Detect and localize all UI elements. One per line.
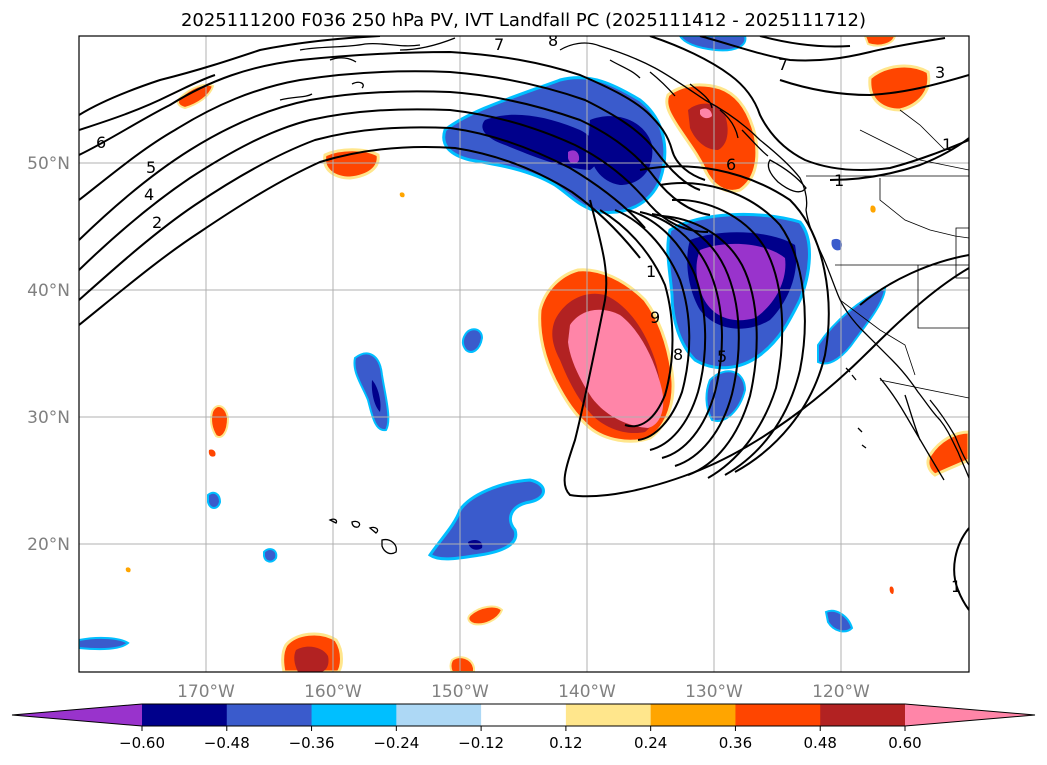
colorbar-tick-label: −0.12: [458, 734, 504, 752]
colorbar-segment: [650, 704, 736, 726]
contour-label: 2: [152, 213, 162, 232]
colorbar-segment: [226, 704, 313, 726]
colorbar-tick-label: −0.36: [289, 734, 335, 752]
latitude-labels: 50°N 40°N 30°N 20°N: [27, 154, 70, 555]
contour-label: 7: [778, 55, 788, 74]
contour-label: 6: [726, 155, 736, 174]
colorbar-tick-label: 0.12: [549, 734, 582, 752]
contour-label: 5: [717, 347, 727, 366]
colorbar-tick-label: −0.24: [373, 734, 419, 752]
contour-label: 9: [650, 308, 660, 327]
contour-label: 3: [935, 63, 945, 82]
lon-label: 170°W: [177, 682, 235, 702]
pv-shading-positive: [125, 36, 969, 672]
graticule: [79, 36, 969, 672]
contour-label: 1: [951, 577, 961, 596]
colorbar-tick-label: 0.24: [634, 734, 667, 752]
contour-label: 4: [144, 185, 154, 204]
contour-label: 5: [146, 158, 156, 177]
contour-label: 6: [96, 133, 106, 152]
colorbar-extend-low: [12, 704, 142, 726]
lat-label: 30°N: [27, 408, 70, 428]
lon-label: 120°W: [812, 682, 870, 702]
contour-label: 8: [673, 345, 683, 364]
colorbar-tick-label: −0.48: [204, 734, 250, 752]
contour-label: 1: [834, 171, 844, 190]
lon-label: 130°W: [685, 682, 743, 702]
lat-label: 50°N: [27, 154, 70, 174]
lat-label: 20°N: [27, 535, 70, 555]
colorbar-tick-label: 0.36: [719, 734, 752, 752]
colorbar-tick-label: −0.60: [119, 734, 165, 752]
ivt-contour-labels: 7 8 7 3 6 5 4 2 1 1 9 8 5 1 6 1: [96, 31, 961, 596]
colorbar-tick-label: 0.60: [888, 734, 921, 752]
lat-label: 40°N: [27, 281, 70, 301]
colorbar-extend-high: [905, 704, 1035, 726]
contour-label: 1: [942, 135, 952, 154]
colorbar-segment: [396, 704, 482, 726]
lon-label: 160°W: [304, 682, 362, 702]
colorbar: −0.60 −0.48 −0.36 −0.24 −0.12 0.12 0.24 0.36 0.4…: [11, 703, 1036, 752]
colorbar-segment: [481, 704, 567, 726]
lon-label: 150°W: [431, 682, 489, 702]
contour-label: 1: [646, 262, 656, 281]
contour-label: 7: [494, 35, 504, 54]
colorbar-segment: [311, 704, 397, 726]
coastlines: [279, 37, 969, 555]
colorbar-segment: [565, 704, 652, 726]
map-frame: [78, 35, 970, 673]
longitude-labels: 170°W 160°W 150°W 140°W 130°W 120°W: [177, 682, 870, 702]
ivt-contours: [79, 36, 969, 611]
colorbar-segment: [142, 704, 228, 726]
colorbar-segment: [820, 704, 906, 726]
contour-label: 8: [548, 31, 558, 50]
map-title: 2025111200 F036 250 hPa PV, IVT Landfall…: [180, 10, 867, 31]
map-content: 7 8 7 3 6 5 4 2 1 1 9 8 5 1 6 1: [79, 31, 969, 672]
lon-label: 140°W: [558, 682, 616, 702]
colorbar-segment: [735, 704, 821, 726]
colorbar-tick-label: 0.48: [804, 734, 837, 752]
political-borders: [806, 109, 969, 399]
